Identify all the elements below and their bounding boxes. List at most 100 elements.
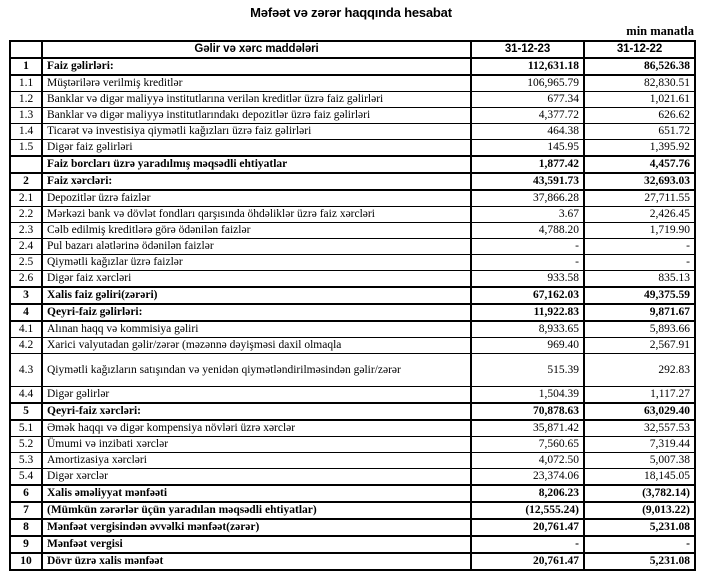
row-value-2023: 4,788.20 (470, 222, 585, 239)
row-value-2023: 20,761.47 (470, 552, 585, 571)
row-number: 6 (9, 484, 43, 503)
table-row: 4.2 Xarici valyutadan gəlir/zərər (məzən… (9, 337, 696, 354)
table-row: 7 (Mümkün zərərlər üçün yaradılan məqsəd… (9, 501, 696, 520)
table-row: 8 Mənfəət vergisindən əvvəlki mənfəət(zə… (9, 518, 696, 537)
row-value-2022: 9,871.67 (583, 303, 696, 322)
table-row: 5.3 Amortizasiya xərcləri 4,072.50 5,007… (9, 452, 696, 469)
row-value-2022: 5,231.08 (583, 518, 696, 537)
row-value-2023: 37,866.28 (470, 189, 585, 207)
row-value-2023: 3.67 (470, 206, 585, 223)
row-value-2022: 1,021.61 (583, 91, 696, 108)
table-row: 1 Faiz gəlirləri: 112,631.18 86,526.38 (9, 57, 696, 76)
row-value-2023: 112,631.18 (470, 57, 585, 76)
row-value-2022: - (583, 535, 696, 554)
row-value-2023: (12,555.24) (470, 501, 585, 520)
row-number: 3 (9, 286, 43, 305)
row-value-2022: 32,557.53 (583, 419, 696, 437)
row-number: 5.4 (9, 468, 43, 486)
row-value-2022: 18,145.05 (583, 468, 696, 486)
row-number: 4 (9, 303, 43, 322)
row-value-2023: 7,560.65 (470, 436, 585, 453)
row-value-2022: 5,893.66 (583, 320, 696, 338)
row-value-2023: 1,504.39 (470, 386, 585, 404)
row-item-label: Faiz gəlirləri: (41, 57, 472, 76)
row-value-2022: 86,526.38 (583, 57, 696, 76)
row-value-2023: 677.34 (470, 91, 585, 108)
row-item-label: (Mümkün zərərlər üçün yaradılan məqsədli… (41, 501, 472, 520)
row-item-label: Banklar və digər maliyyə institutlarına … (41, 91, 472, 108)
row-value-2022: 7,319.44 (583, 436, 696, 453)
row-value-2023: 43,591.73 (470, 172, 585, 191)
row-number: 8 (9, 518, 43, 537)
row-number: 4.4 (9, 386, 43, 404)
row-value-2023: 4,072.50 (470, 452, 585, 469)
header-item-label: Gəlir və xərc maddələri (41, 40, 472, 59)
row-item-label: Ticarət və investisiya qiymətli kağızlar… (41, 123, 472, 140)
row-value-2023: 20,761.47 (470, 518, 585, 537)
table-row: 5.4 Digər xərclər 23,374.06 18,145.05 (9, 468, 696, 486)
row-number: 2.2 (9, 206, 43, 223)
table-row: 1.1 Müştərilərə verilmiş kreditlər 106,9… (9, 74, 696, 92)
row-value-2022: 651.72 (583, 123, 696, 140)
row-item-label: Qeyri-faiz gəlirləri: (41, 303, 472, 322)
row-value-2022: 4,457.76 (583, 155, 696, 174)
table-row: 4.4 Digər gəlirlər 1,504.39 1,117.27 (9, 386, 696, 404)
row-value-2022: 2,426.45 (583, 206, 696, 223)
row-value-2023: 1,877.42 (470, 155, 585, 174)
row-value-2023: 106,965.79 (470, 74, 585, 92)
row-item-label: Mərkəzi bank və dövlət fondları qarşısın… (41, 206, 472, 223)
row-item-label: Müştərilərə verilmiş kreditlər (41, 74, 472, 92)
row-number: 1.2 (9, 91, 43, 108)
row-number: 2.4 (9, 238, 43, 255)
table-row: Faiz borcları üzrə yaradılmış məqsədli e… (9, 155, 696, 174)
table-row: 3 Xalis faiz gəliri(zərəri) 67,162.03 49… (9, 286, 696, 305)
row-number (9, 155, 43, 174)
row-value-2023: 67,162.03 (470, 286, 585, 305)
row-number: 5 (9, 402, 43, 421)
row-number: 4.2 (9, 337, 43, 354)
table-row: 1.4 Ticarət və investisiya qiymətli kağı… (9, 123, 696, 140)
row-value-2023: 8,206.23 (470, 484, 585, 503)
header-period-2022: 31-12-22 (583, 40, 696, 59)
row-value-2023: 70,878.63 (470, 402, 585, 421)
row-value-2022: 27,711.55 (583, 189, 696, 207)
row-value-2023: 8,933.65 (470, 320, 585, 338)
row-item-label: Pul bazarı alətlərinə ödənilən faizlər (41, 238, 472, 255)
table-row: 2.1 Depozitlər üzrə faizlər 37,866.28 27… (9, 189, 696, 207)
row-value-2023: 11,922.83 (470, 303, 585, 322)
table-row: 6 Xalis əməliyyat mənfəəti 8,206.23 (3,7… (9, 484, 696, 503)
row-value-2023: 4,377.72 (470, 107, 585, 124)
profit-loss-table: Gəlir və xərc maddələri 31-12-23 31-12-2… (9, 40, 696, 571)
header-row-number (9, 40, 43, 59)
row-value-2022: 82,830.51 (583, 74, 696, 92)
row-value-2023: 145.95 (470, 139, 585, 157)
row-value-2023: 515.39 (470, 353, 585, 387)
header-period-2023: 31-12-23 (470, 40, 585, 59)
table-row: 5.2 Ümumi və inzibati xərclər 7,560.65 7… (9, 436, 696, 453)
row-item-label: Alınan haqq və kommisiya gəliri (41, 320, 472, 338)
row-item-label: Faiz xərcləri: (41, 172, 472, 191)
row-value-2023: - (470, 254, 585, 271)
unit-note: min manatla (626, 24, 694, 38)
table-header-row: Gəlir və xərc maddələri 31-12-23 31-12-2… (9, 40, 696, 59)
row-value-2022: 1,117.27 (583, 386, 696, 404)
row-value-2023: 35,871.42 (470, 419, 585, 437)
row-number: 4.1 (9, 320, 43, 338)
row-item-label: Mənfəət vergisi (41, 535, 472, 554)
row-value-2022: - (583, 238, 696, 255)
table-row: 2.2 Mərkəzi bank və dövlət fondları qarş… (9, 206, 696, 223)
row-number: 1 (9, 57, 43, 76)
row-number: 2.6 (9, 270, 43, 288)
table-row: 2 Faiz xərcləri: 43,591.73 32,693.03 (9, 172, 696, 191)
row-value-2022: 49,375.59 (583, 286, 696, 305)
row-number: 5.2 (9, 436, 43, 453)
row-item-label: Qiymətli kağızlar üzrə faizlər (41, 254, 472, 271)
row-number: 9 (9, 535, 43, 554)
row-item-label: Banklar və digər maliyyə institutlarında… (41, 107, 472, 124)
row-item-label: Ümumi və inzibati xərclər (41, 436, 472, 453)
row-number: 1.1 (9, 74, 43, 92)
row-number: 2.1 (9, 189, 43, 207)
row-item-label: Xarici valyutadan gəlir/zərər (məzənnə d… (41, 337, 472, 354)
row-value-2022: 835.13 (583, 270, 696, 288)
row-number: 1.4 (9, 123, 43, 140)
